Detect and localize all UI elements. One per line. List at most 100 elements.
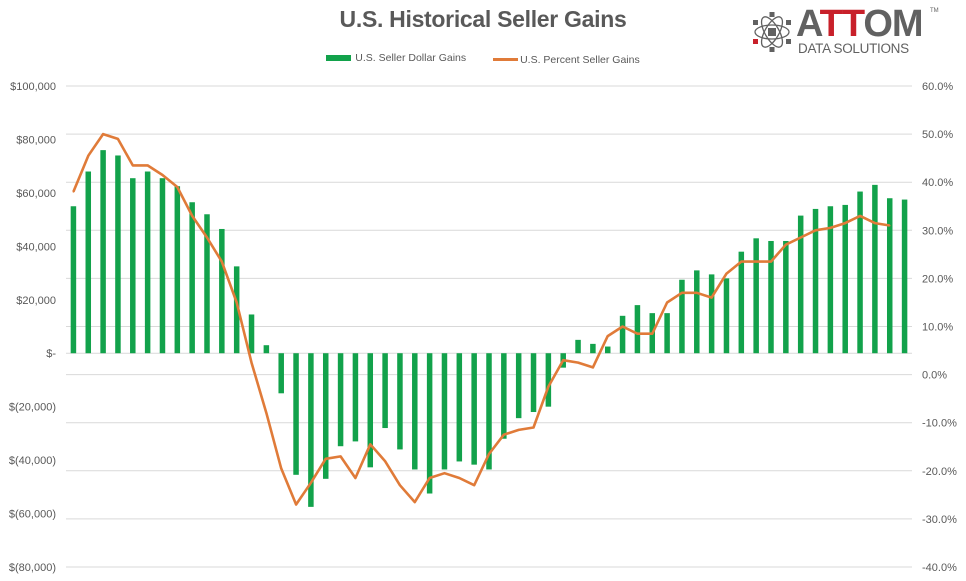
line-point — [651, 332, 654, 335]
left-tick-label: $(80,000) — [9, 562, 56, 574]
bar — [293, 353, 299, 475]
bar — [204, 214, 210, 354]
line-point — [369, 443, 372, 446]
line-point — [191, 215, 193, 217]
bar — [471, 353, 477, 465]
line-point — [814, 229, 817, 232]
bar — [842, 204, 848, 354]
bar — [515, 353, 522, 419]
bar — [85, 171, 92, 354]
line-point — [265, 412, 268, 414]
bar — [738, 251, 745, 354]
left-tick-label: $60,000 — [16, 188, 56, 200]
line-point — [310, 482, 312, 484]
line-point — [740, 260, 743, 263]
bar — [441, 353, 448, 470]
bar — [812, 208, 819, 354]
bar — [857, 191, 863, 354]
bar — [783, 240, 789, 354]
bar — [70, 206, 77, 354]
bar — [352, 353, 359, 442]
right-tick-label: -40.0% — [922, 562, 957, 574]
bar — [174, 186, 181, 354]
left-tick-label: $20,000 — [16, 295, 56, 307]
right-tick-label: -30.0% — [922, 514, 957, 526]
bar — [530, 353, 537, 413]
bar — [545, 353, 552, 407]
bar — [322, 353, 329, 479]
line-point — [399, 484, 401, 487]
bar — [886, 198, 893, 354]
bar — [263, 345, 270, 354]
bar — [590, 343, 596, 354]
line-point — [636, 332, 639, 335]
logo-word-prefix: A — [796, 3, 821, 45]
left-tick-label: $80,000 — [16, 134, 56, 146]
line-point — [785, 243, 787, 246]
bar — [382, 353, 388, 429]
line-point — [354, 477, 357, 479]
bar-series-dollar-gains — [70, 150, 908, 507]
bar — [872, 184, 878, 354]
line-point — [235, 301, 238, 304]
left-tick-label: $- — [46, 348, 56, 360]
line-point — [517, 429, 520, 431]
right-tick-label: 60.0% — [922, 81, 953, 93]
line-point — [666, 301, 668, 304]
right-tick-label: 20.0% — [922, 273, 953, 285]
legend-item-percent-gains: U.S. Percent Seller Gains — [493, 54, 640, 66]
line-point — [681, 292, 683, 294]
left-tick-label: $(40,000) — [9, 455, 56, 467]
line-point — [874, 222, 876, 224]
left-tick-label: $(60,000) — [9, 509, 56, 521]
bar — [797, 215, 804, 354]
right-tick-label: 50.0% — [922, 129, 953, 141]
bar — [278, 353, 284, 394]
bar — [248, 314, 255, 354]
left-axis-ticks: $100,000 $80,000 $60,000 $40,000 $20,000 $- $(… — [9, 81, 56, 574]
line-point — [488, 453, 490, 455]
line-point — [72, 191, 75, 193]
line-point — [532, 426, 535, 429]
left-tick-label: $40,000 — [16, 241, 56, 253]
legend: U.S. Seller Dollar Gains U.S. Percent Se… — [0, 52, 966, 66]
bar — [308, 353, 314, 507]
bar — [634, 305, 641, 354]
chart-title: U.S. Historical Seller Gains — [339, 6, 627, 32]
bar — [575, 339, 581, 354]
right-tick-label: -10.0% — [922, 418, 957, 430]
line-point — [844, 222, 847, 224]
line-point — [87, 154, 90, 157]
line-point — [131, 164, 134, 167]
line-point — [221, 260, 223, 263]
left-tick-label: $(20,000) — [9, 402, 56, 414]
line-point — [339, 455, 342, 458]
legend-item-dollar-gains: U.S. Seller Dollar Gains — [326, 52, 466, 64]
legend-swatch-bar — [326, 55, 352, 61]
line-point — [280, 467, 283, 470]
bar — [768, 240, 774, 354]
line-point — [799, 236, 802, 239]
bar — [219, 228, 225, 354]
bar — [426, 353, 433, 494]
logo-word-red: TT — [819, 3, 865, 45]
line-point — [176, 186, 179, 188]
bar — [412, 353, 418, 470]
bar — [501, 353, 507, 439]
bar — [753, 238, 759, 354]
bar — [723, 278, 730, 354]
line-point — [621, 325, 624, 328]
bar — [100, 150, 106, 354]
right-tick-label: 40.0% — [922, 177, 953, 189]
line-point — [725, 272, 728, 275]
line-point — [577, 361, 579, 364]
logo-subtitle: DATA SOLUTIONS — [798, 41, 909, 56]
right-tick-label: 0.0% — [922, 370, 947, 382]
legend-label-percent-gains: U.S. Percent Seller Gains — [520, 53, 640, 66]
bar — [708, 274, 715, 354]
bar — [604, 346, 611, 354]
bar — [679, 279, 685, 354]
bar — [189, 202, 195, 354]
bar — [397, 353, 403, 450]
bar — [159, 178, 166, 354]
